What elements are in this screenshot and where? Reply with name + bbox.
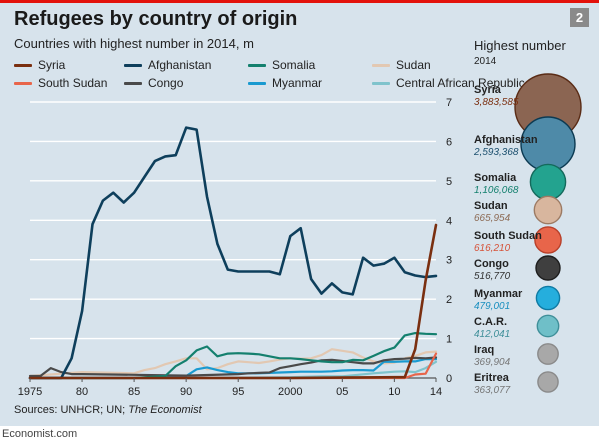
series-line-somalia (28, 332, 438, 380)
chart-subtitle: Countries with highest number in 2014, m (14, 36, 254, 51)
right-panel-country: Sudan (474, 200, 508, 212)
legend-item: Somalia (248, 58, 315, 72)
x-tick-label: 10 (388, 386, 400, 398)
line-chart: 1975 80 85 90 95 2000 05 10 14 0 1 2 3 4 5 6 7 (18, 97, 452, 398)
x-tick-label: 85 (128, 386, 140, 398)
right-panel-value: 665,954 (474, 213, 511, 224)
x-tick-label: 80 (76, 386, 88, 398)
legend-swatch (124, 82, 142, 86)
right-panel-country: Syria (474, 84, 501, 96)
legend-label: Central African Republic (396, 76, 525, 90)
x-axis: 1975 80 85 90 95 2000 05 10 14 (18, 378, 442, 398)
legend-swatch (14, 64, 32, 68)
right-panel-country: Myanmar (474, 288, 523, 300)
legend-label: Afghanistan (148, 58, 212, 72)
y-tick-label: 0 (446, 373, 452, 385)
legend-label: Somalia (272, 58, 316, 72)
sources-prefix: Sources: UNHCR; UN; (14, 404, 129, 416)
series-line-myanmar (28, 358, 438, 380)
legend-item: Central African Republic (372, 76, 525, 90)
bubble-c-a-r- (536, 314, 560, 338)
series-lines (28, 126, 438, 380)
y-tick-label: 1 (446, 334, 452, 346)
chart-number-badge: 2 (570, 8, 589, 27)
legend-item: Sudan (372, 58, 431, 72)
legend-label: Sudan (396, 58, 431, 72)
right-panel-country: Iraq (474, 344, 495, 356)
legend-item: South Sudan (14, 76, 107, 90)
sources-note: Sources: UNHCR; UN; The Economist (14, 404, 202, 416)
right-panel-value: 369,904 (474, 357, 511, 368)
legend-swatch (14, 82, 32, 86)
y-axis: 0 1 2 3 4 5 6 7 (446, 97, 452, 385)
right-panel-heading: Highest number (474, 38, 566, 53)
legend-item: Syria (14, 58, 65, 72)
y-tick-label: 7 (446, 97, 452, 109)
right-panel-country: South Sudan (474, 230, 542, 242)
x-tick-label: 14 (430, 386, 442, 398)
series-line-congo (28, 356, 438, 378)
bubble-eritrea (537, 371, 559, 393)
legend-label: Syria (38, 58, 66, 72)
y-tick-label: 6 (446, 136, 452, 148)
legend-item: Myanmar (248, 76, 322, 90)
bubble-column (514, 73, 582, 393)
legend-swatch (372, 64, 390, 68)
x-tick-label: 2000 (278, 386, 302, 398)
right-panel-country: Somalia (474, 172, 517, 184)
bubble-iraq (537, 343, 559, 365)
right-panel-value: 412,041 (474, 329, 511, 340)
right-panel-year: 2014 (474, 56, 497, 67)
right-panel-country: Eritrea (474, 372, 509, 384)
y-tick-label: 2 (446, 294, 452, 306)
brand-top-rule (0, 0, 599, 3)
right-panel-value: 3,883,585 (474, 97, 519, 108)
legend-swatch (248, 82, 266, 86)
legend-item: Congo (124, 76, 183, 90)
right-panel-value: 1,106,068 (474, 185, 519, 196)
bubble-sudan (533, 195, 563, 225)
y-tick-label: 3 (446, 255, 452, 267)
right-panel-country: Congo (474, 258, 509, 270)
sources-italic: The Economist (128, 404, 202, 416)
legend-swatch (248, 64, 266, 68)
chart-title: Refugees by country of origin (14, 8, 298, 30)
right-panel-value: 2,593,368 (474, 147, 519, 158)
right-panel-value: 616,210 (474, 243, 511, 254)
legend-swatch (124, 64, 142, 68)
x-tick-label: 05 (336, 386, 348, 398)
x-tick-label: 1975 (18, 386, 42, 398)
right-panel-value: 516,770 (474, 271, 511, 282)
x-tick-label: 90 (180, 386, 192, 398)
right-panel-country: Afghanistan (474, 134, 538, 146)
right-panel-country: C.A.R. (474, 316, 507, 328)
site-credit: Economist.com (2, 428, 78, 440)
right-panel-value: 363,077 (474, 385, 511, 396)
series-line-syria (28, 223, 438, 380)
bubble-somalia (529, 163, 567, 201)
legend-label: Congo (148, 76, 184, 90)
legend-label: South Sudan (38, 76, 108, 90)
legend-swatch (372, 82, 390, 86)
right-panel-value: 479,001 (474, 301, 511, 312)
y-tick-label: 4 (446, 215, 452, 227)
y-tick-label: 5 (446, 176, 452, 188)
chart-background (0, 0, 599, 426)
legend-label: Myanmar (272, 76, 323, 90)
bubble-myanmar (535, 285, 561, 311)
bubble-congo (535, 255, 561, 281)
bubble-south-sudan (534, 226, 562, 254)
series-line-afghanistan (28, 126, 438, 380)
x-tick-label: 95 (232, 386, 244, 398)
legend-item: Afghanistan (124, 58, 211, 72)
